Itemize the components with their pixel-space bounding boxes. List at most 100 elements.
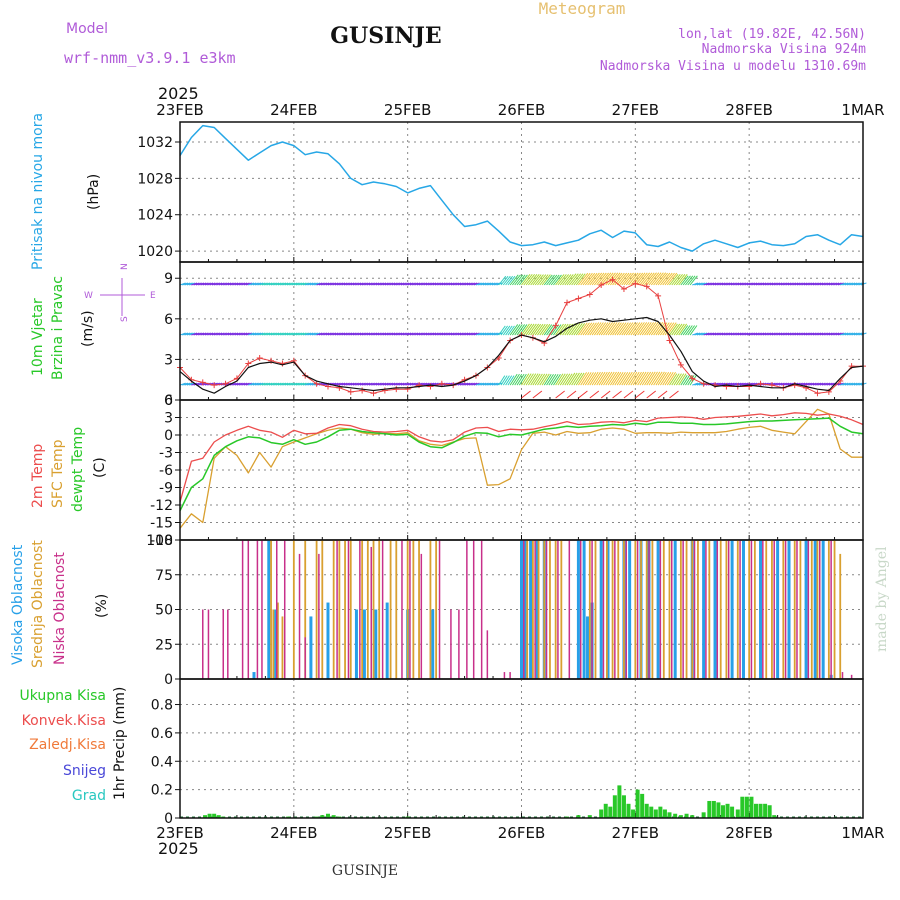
cloud-bar: [682, 540, 684, 679]
wind-barb: [273, 332, 280, 336]
wind-barb: [774, 332, 781, 336]
wind-barb: [270, 382, 277, 386]
wind-barb: [833, 332, 840, 336]
y-tick-label: -18: [150, 533, 173, 549]
panels: 10201024102810320369-18-15-12-9-6-303602…: [137, 121, 867, 827]
wind-barb: [311, 282, 318, 286]
cloud-bar: [782, 540, 785, 679]
wind-barb: [509, 373, 518, 386]
precip-total-label: Ukupna Kisa: [19, 688, 106, 704]
wind-barb: [721, 282, 728, 286]
wind-barb: [478, 282, 485, 286]
wind-barb: [660, 272, 671, 286]
wind-barb: [616, 371, 626, 386]
wind-barb: [266, 282, 273, 286]
wind-barb: [471, 332, 478, 336]
wind-barb: [295, 282, 302, 286]
cloud-bar: [787, 540, 791, 679]
wind-barb: [268, 332, 275, 336]
precip-bar: [662, 809, 667, 818]
wind-barb: [698, 282, 705, 286]
wind-barb: [856, 332, 863, 336]
wind-barb: [587, 272, 598, 286]
wind-barb: [646, 272, 657, 286]
wind-barb: [250, 282, 257, 286]
cloud-bar: [741, 540, 745, 679]
cloud-bar: [503, 672, 506, 679]
cloud-bar: [429, 540, 432, 679]
wind-barb: [746, 332, 753, 336]
wind-barb: [227, 282, 234, 286]
wind-barb: [396, 332, 403, 336]
wind-barb: [316, 332, 323, 336]
wind-barb: [384, 282, 391, 286]
wind-barb: [204, 282, 211, 286]
wind-barb: [621, 371, 631, 386]
wind-barb: [826, 332, 833, 336]
cloud-bar: [252, 672, 256, 679]
wind-barb: [692, 382, 699, 386]
wind-barb: [662, 371, 672, 386]
year-bottom: 2025: [158, 839, 199, 858]
y-tick-label: 1032: [137, 135, 173, 151]
wind-barb: [730, 282, 737, 286]
wind-barb: [518, 324, 528, 336]
cloud-bar: [818, 540, 821, 679]
wind-barb: [853, 282, 860, 286]
cloud-bar: [784, 540, 787, 679]
wind-barb: [539, 323, 548, 336]
cloud-bar: [725, 540, 728, 679]
wind-barb: [580, 272, 591, 286]
wind-barb: [211, 332, 218, 336]
wind-barb: [502, 375, 510, 386]
wind-barb: [644, 371, 654, 386]
wind-barb: [482, 332, 489, 336]
cloud-bar: [708, 540, 711, 679]
cloud-bar: [438, 540, 441, 679]
wind-barb: [243, 332, 250, 336]
wind-barb: [619, 272, 630, 286]
wind-barb: [527, 373, 537, 386]
cloud-title-2: Srednja Oblacnost: [30, 540, 46, 668]
wind-barb: [619, 371, 629, 386]
wind-barb: [355, 382, 362, 386]
y-tick-label: 1020: [137, 244, 173, 260]
wind-barb: [840, 332, 847, 336]
cloud-bar: [651, 540, 654, 679]
wind-barb: [739, 332, 746, 336]
wind-barb: [494, 282, 501, 286]
wind-barb: [421, 282, 428, 286]
wind-barb: [733, 282, 740, 286]
cloud-bar: [420, 553, 423, 679]
wind-barb: [719, 282, 726, 286]
wind-barb: [273, 282, 280, 286]
wind-barb: [815, 382, 822, 386]
wind-barb: [480, 382, 487, 386]
precip-ice-label: Zaledj.Kisa: [29, 737, 106, 753]
cloud-bar: [753, 540, 756, 679]
wind-barb: [509, 324, 519, 336]
wind-barb: [339, 332, 346, 336]
y-tick-label: 75: [155, 568, 173, 584]
wind-barb: [805, 282, 812, 286]
y-tick-label: 0: [164, 811, 173, 827]
wind-barb: [530, 373, 539, 386]
wind-barb: [396, 382, 403, 386]
wind-barb: [790, 282, 797, 286]
wind-barb: [628, 371, 638, 386]
wind-barb: [428, 332, 435, 336]
wind-barb: [598, 371, 608, 386]
wind-barb: [562, 323, 571, 336]
wind-barb: [801, 332, 808, 336]
wind-barb: [268, 282, 275, 286]
wind-barb: [352, 382, 359, 386]
wind-barb: [330, 332, 337, 336]
y-tick-label: -9: [159, 481, 173, 497]
wind-barb: [307, 282, 314, 286]
cloud-bar: [372, 540, 375, 679]
wind-barb: [621, 322, 632, 336]
panel-cloudiness: 0 25 50 75 100: [146, 533, 864, 688]
wind-barb: [812, 332, 819, 336]
wind-barb: [521, 273, 531, 286]
